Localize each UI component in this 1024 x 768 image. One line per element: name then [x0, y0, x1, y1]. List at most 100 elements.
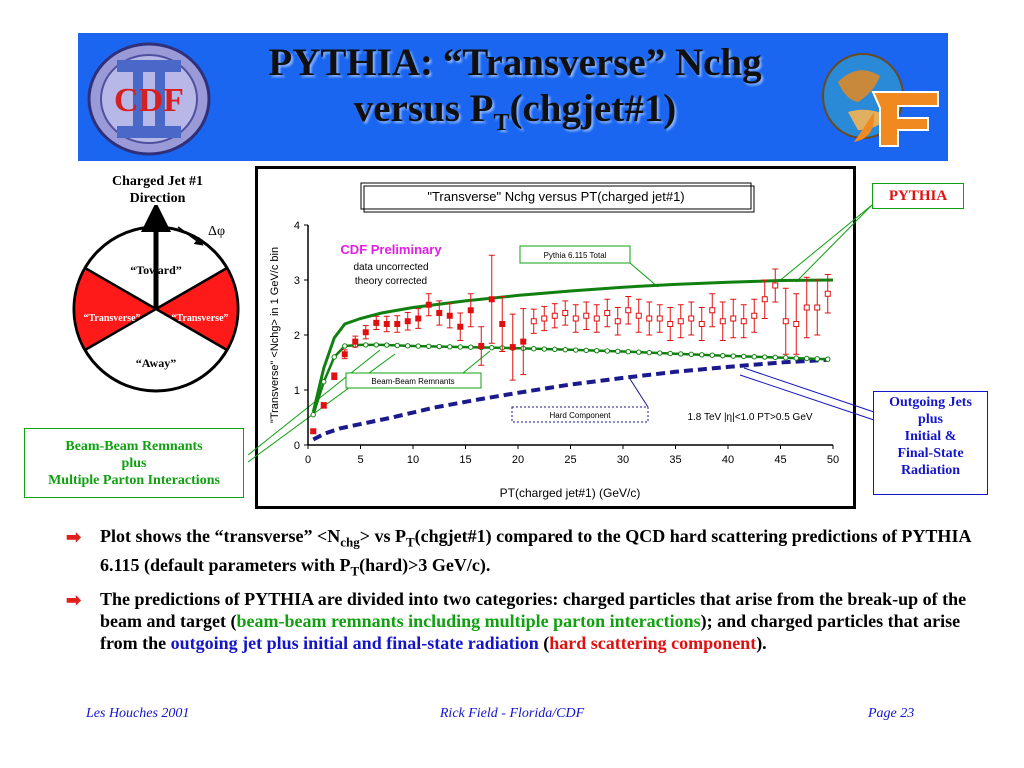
cdf-preliminary: CDF Preliminary: [340, 242, 442, 257]
bbr-marker: [793, 355, 799, 361]
data-point: [604, 310, 611, 316]
transverse-left-label: “Transverse”: [83, 313, 140, 324]
outgoing-line-1: Outgoing Jets: [889, 395, 972, 410]
hard-component-line: [312, 357, 828, 442]
bullet-2-text-4: ).: [756, 633, 767, 654]
title-line-2: versus PT(chgjet#1): [205, 86, 825, 146]
bullet-2-green-text: beam-beam remnants including multiple pa…: [236, 611, 701, 632]
diagram-title-line-1: Charged Jet #1: [112, 174, 203, 189]
pythia-total-label: Pythia 6.115 Total: [544, 251, 607, 260]
bbr-marker: [331, 354, 337, 360]
bullet-2-blue-text: outgoing jet plus initial and final-stat…: [170, 633, 539, 654]
x-tick-label: 10: [407, 454, 419, 466]
bbr-marker: [405, 343, 411, 349]
bullet-2-text-1: The predictions of PYTHIA are divided in…: [100, 589, 967, 632]
transverse-right-region: [153, 266, 240, 352]
data-point: [425, 301, 432, 308]
bbr-marker: [688, 351, 694, 358]
x-axis-label: PT(charged jet#1) (GeV/c): [500, 486, 641, 500]
theory-corrected: theory corrected: [355, 276, 427, 287]
footer-left: Les Houches 2001: [86, 706, 190, 721]
data-point: [688, 315, 695, 322]
pythia-total-leader: [629, 262, 659, 288]
data-point: [719, 318, 726, 325]
delta-phi-label: Δφ: [208, 224, 225, 239]
bbr-marker: [699, 352, 705, 358]
bbr-marker: [636, 349, 642, 355]
transverse-left-region: [72, 266, 159, 352]
data-point: [541, 315, 548, 322]
bbr-callout-line-1: Beam-Beam Remnants: [65, 439, 203, 454]
data-point: [362, 329, 369, 336]
y-tick-label: 0: [294, 440, 300, 452]
data-point: [352, 338, 359, 345]
bullet-2-red-text: hard scattering component: [549, 633, 757, 654]
bbr-marker: [720, 352, 726, 359]
bbr-marker: [594, 347, 600, 354]
bullet-arrow-icon: ➡: [66, 590, 82, 611]
data-point: [530, 318, 537, 325]
bullet-1-sub-2: T: [406, 534, 415, 550]
data-point: [740, 318, 747, 325]
outgoing-line-3: Initial &: [904, 429, 957, 444]
y-tick-label: 3: [294, 275, 300, 287]
data-point: [551, 312, 558, 319]
bbr-marker: [657, 350, 663, 356]
bbr-marker: [489, 344, 495, 351]
pythia-callout-text: PYTHIA: [888, 188, 948, 204]
chart: "Transverse" Nchg versus PT(charged jet#…: [269, 182, 839, 500]
y-tick-label: 4: [294, 220, 300, 232]
bbr-marker: [394, 342, 400, 349]
bullet-list: ➡ Plot shows the “transverse” <Nchg> vs …: [62, 525, 982, 660]
bullet-1-text-3: (chgjet#1) compared to the QCD hard scat…: [100, 526, 971, 575]
bbr-marker: [604, 348, 610, 354]
data-uncorrected: data uncorrected: [353, 262, 428, 273]
bbr-marker: [615, 348, 621, 355]
cdf-logo-text: CDF: [114, 82, 184, 119]
bbr-marker: [825, 356, 831, 362]
outgoing-line-4: Final-State: [897, 446, 964, 461]
data-point: [467, 307, 474, 314]
chart-title-shadow: [363, 185, 755, 213]
transverse-right-label: “Transverse”: [171, 313, 228, 324]
data-point: [656, 315, 663, 322]
data-point: [331, 373, 338, 380]
data-point: [404, 318, 411, 325]
outgoing-line-5: Radiation: [900, 463, 961, 478]
bbr-marker: [762, 354, 768, 360]
region-diagram: Δφ “Toward” “Away” “Transverse” “Transve…: [72, 205, 240, 393]
data-point: [709, 307, 716, 314]
x-tick-label: 25: [564, 454, 576, 466]
x-tick-label: 45: [774, 454, 786, 466]
bbr-marker: [552, 346, 558, 353]
pythia-callout: PYTHIA: [872, 183, 964, 209]
bullet-1: ➡ Plot shows the “transverse” <Nchg> vs …: [62, 525, 982, 582]
bullet-2: ➡ The predictions of PYTHIA are divided …: [62, 588, 982, 654]
data-point: [614, 318, 621, 325]
outgoing-jets-callout: Outgoing Jets plus Initial & Final-State…: [873, 391, 988, 495]
data-point: [730, 315, 737, 322]
bbr-marker: [373, 342, 379, 348]
bbr-marker: [342, 343, 348, 349]
data-point: [457, 323, 464, 330]
data-point: [320, 402, 327, 409]
diagram-title: Charged Jet #1 Direction: [80, 173, 235, 207]
data-point: [772, 282, 779, 289]
beam-beam-callout: Beam-Beam Remnants plus Multiple Parton …: [24, 428, 244, 498]
bbr-marker: [562, 346, 568, 353]
bbr-marker: [436, 343, 442, 350]
data-point: [488, 296, 495, 303]
x-tick-label: 30: [617, 454, 629, 466]
data-point: [646, 315, 653, 322]
data-point: [698, 321, 705, 327]
bbr-marker: [625, 349, 631, 355]
bullet-1-sub-3: T: [350, 563, 360, 579]
bbr-marker: [667, 350, 673, 357]
pythia-total-line: [311, 278, 834, 413]
x-tick-label: 5: [357, 454, 363, 466]
bullet-2-text-2: ); and charged particles that arise from…: [100, 611, 961, 654]
data-point: [520, 338, 527, 345]
data-point: [803, 304, 810, 311]
bbr-marker: [751, 354, 757, 360]
cdf-logo: CDF: [87, 42, 211, 156]
